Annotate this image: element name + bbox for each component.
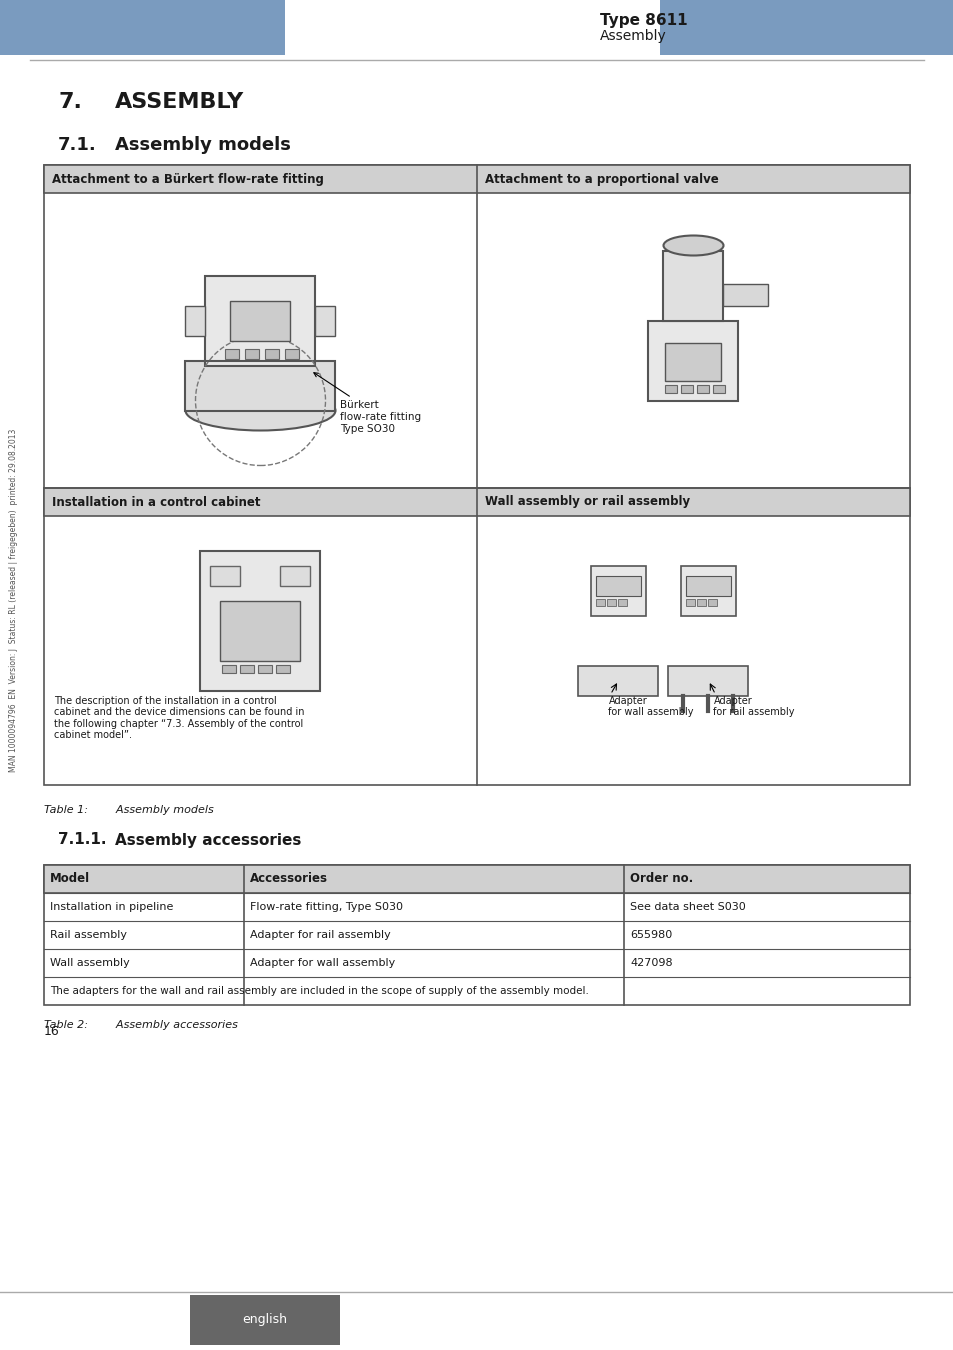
Text: Adapter for rail assembly: Adapter for rail assembly — [250, 930, 391, 940]
Text: bürkert: bürkert — [144, 23, 226, 42]
Text: Flow-rate fitting, Type S030: Flow-rate fitting, Type S030 — [250, 902, 402, 913]
Text: ASSEMBLY: ASSEMBLY — [115, 92, 244, 112]
Bar — [578, 666, 658, 695]
Bar — [211, 566, 240, 586]
Text: Assembly models: Assembly models — [115, 136, 291, 154]
Text: 427098: 427098 — [629, 958, 672, 968]
Text: Assembly: Assembly — [599, 28, 666, 43]
Bar — [44, 487, 909, 516]
Bar — [44, 165, 909, 784]
Text: 7.1.: 7.1. — [58, 136, 96, 154]
Bar — [659, 0, 953, 55]
Bar — [662, 251, 722, 320]
Text: Table 2:        Assembly accessories: Table 2: Assembly accessories — [44, 1021, 237, 1030]
Bar — [648, 320, 738, 401]
Bar — [0, 0, 285, 55]
Bar — [245, 348, 259, 359]
Text: Rail assembly: Rail assembly — [50, 930, 127, 940]
Bar — [697, 385, 709, 393]
Bar — [225, 348, 239, 359]
Text: Table 1:        Assembly models: Table 1: Assembly models — [44, 805, 213, 815]
Text: Model: Model — [50, 872, 90, 886]
Bar — [680, 566, 736, 616]
Bar — [665, 343, 720, 381]
Text: Attachment to a Bürkert flow-rate fitting: Attachment to a Bürkert flow-rate fittin… — [52, 173, 323, 185]
Bar — [697, 598, 706, 606]
Text: Adapter
for wall assembly: Adapter for wall assembly — [608, 695, 693, 717]
Bar — [713, 385, 724, 393]
Bar — [668, 666, 748, 695]
Text: The adapters for the wall and rail assembly are included in the scope of supply : The adapters for the wall and rail assem… — [50, 986, 588, 996]
Bar — [265, 348, 279, 359]
Bar — [222, 664, 236, 672]
Text: Assembly accessories: Assembly accessories — [115, 833, 301, 848]
Text: Wall assembly or rail assembly: Wall assembly or rail assembly — [484, 495, 689, 509]
Bar — [220, 601, 300, 660]
Text: Bürkert
flow-rate fitting
Type SO30: Bürkert flow-rate fitting Type SO30 — [314, 373, 421, 433]
Bar — [231, 301, 291, 340]
Bar — [722, 284, 768, 305]
Text: The description of the installation in a control
cabinet and the device dimensio: The description of the installation in a… — [54, 695, 304, 740]
Text: Installation in pipeline: Installation in pipeline — [50, 902, 173, 913]
Bar — [607, 598, 616, 606]
Text: FLUID CONTROL SYSTEMS: FLUID CONTROL SYSTEMS — [140, 45, 230, 50]
Text: 7.1.1.: 7.1.1. — [58, 833, 107, 848]
Text: Attachment to a proportional valve: Attachment to a proportional valve — [484, 173, 718, 185]
Bar — [205, 275, 315, 366]
Bar — [200, 551, 320, 690]
Text: Order no.: Order no. — [629, 872, 693, 886]
Bar — [285, 348, 299, 359]
Bar — [708, 598, 717, 606]
Bar — [596, 598, 605, 606]
Bar — [596, 575, 640, 595]
Bar — [44, 165, 909, 193]
Text: Installation in a control cabinet: Installation in a control cabinet — [52, 495, 260, 509]
Bar — [680, 385, 693, 393]
Text: Type 8611: Type 8611 — [599, 12, 687, 27]
Text: See data sheet S030: See data sheet S030 — [629, 902, 745, 913]
Bar — [258, 664, 273, 672]
Text: Wall assembly: Wall assembly — [50, 958, 130, 968]
Ellipse shape — [662, 235, 722, 255]
Text: 16: 16 — [44, 1025, 60, 1038]
Bar — [686, 575, 731, 595]
Bar — [618, 598, 627, 606]
Text: Adapter for wall assembly: Adapter for wall assembly — [250, 958, 395, 968]
Bar — [44, 865, 909, 892]
Bar — [190, 1295, 339, 1345]
Bar — [686, 598, 695, 606]
Bar — [185, 305, 205, 336]
Bar — [276, 664, 291, 672]
Bar — [315, 305, 335, 336]
Text: Adapter
for rail assembly: Adapter for rail assembly — [713, 695, 794, 717]
Bar — [185, 360, 335, 410]
Text: Accessories: Accessories — [250, 872, 328, 886]
Bar — [591, 566, 646, 616]
Bar — [665, 385, 677, 393]
Text: MAN 1000094796  EN  Version: J  Status: RL (released | freigegeben)  printed: 29: MAN 1000094796 EN Version: J Status: RL … — [10, 428, 18, 772]
Text: 7.: 7. — [58, 92, 82, 112]
Ellipse shape — [185, 390, 335, 431]
Bar — [185, 360, 335, 410]
Text: english: english — [242, 1314, 287, 1327]
Text: 655980: 655980 — [629, 930, 672, 940]
Bar — [240, 664, 254, 672]
Bar — [280, 566, 310, 586]
Bar — [44, 865, 909, 1004]
